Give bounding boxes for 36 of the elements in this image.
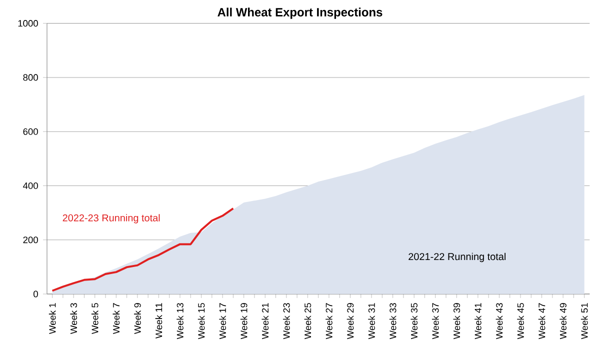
x-tick-label: Week 1 bbox=[48, 303, 56, 334]
x-tick-label: Week 17 bbox=[219, 303, 226, 340]
x-tick-label: Week 35 bbox=[410, 303, 418, 340]
chart-title: All Wheat Export Inspections bbox=[218, 8, 382, 19]
x-tick-label: Week 19 bbox=[240, 303, 248, 340]
y-tick-label: 1000 bbox=[18, 20, 38, 27]
x-tick-label: Week 23 bbox=[283, 303, 290, 340]
line-series bbox=[51, 207, 234, 292]
series-label: 2021-22 Running total bbox=[408, 252, 506, 262]
y-tick-label: 200 bbox=[23, 236, 38, 244]
y-tick-label: 600 bbox=[23, 128, 38, 135]
x-tick-label: Week 41 bbox=[474, 303, 482, 340]
x-tick-label: Week 15 bbox=[198, 303, 205, 340]
y-tick-label: 400 bbox=[23, 182, 38, 190]
x-tick-label: Week 33 bbox=[389, 303, 396, 340]
x-tick-label: Week 9 bbox=[134, 303, 141, 334]
x-tick-label: Week 43 bbox=[496, 303, 503, 340]
x-tick-label: Week 49 bbox=[560, 303, 566, 340]
x-tick-label: Week 3 bbox=[70, 303, 78, 334]
x-tick-label: Week 7 bbox=[112, 303, 120, 334]
x-tick-label: Week 47 bbox=[538, 303, 546, 340]
x-tick-label: Week 21 bbox=[262, 303, 269, 340]
x-tick-label: Week 13 bbox=[176, 303, 184, 340]
x-tick-label: Week 25 bbox=[304, 303, 312, 340]
x-tick-label: Week 51 bbox=[580, 303, 588, 340]
x-tick-label: Week 31 bbox=[368, 303, 375, 340]
x-tick-label: Week 45 bbox=[517, 303, 524, 340]
y-tick-label: 800 bbox=[23, 74, 38, 81]
x-tick-label: Week 29 bbox=[346, 303, 354, 340]
x-tick-label: Week 39 bbox=[453, 303, 460, 340]
text: 2022-23 Running total bbox=[62, 214, 160, 224]
x-tick-label: Week 37 bbox=[432, 303, 439, 340]
x-tick-label: Week 11 bbox=[155, 303, 162, 338]
x-tick-label: Week 5 bbox=[91, 303, 98, 334]
x-tick-label: Week 27 bbox=[326, 303, 332, 340]
y-tick-label: 0 bbox=[34, 290, 38, 298]
